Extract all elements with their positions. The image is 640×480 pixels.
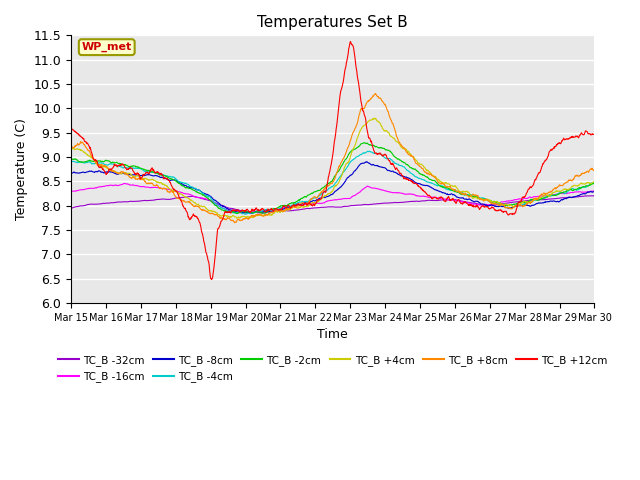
Line: TC_B -16cm: TC_B -16cm <box>71 183 595 214</box>
TC_B -16cm <box>366 184 374 190</box>
TC_B -8cm <box>363 159 371 165</box>
TC_B -4cm <box>290 202 298 208</box>
TC_B -32cm <box>290 207 298 213</box>
TC_B +8cm <box>372 91 380 96</box>
TC_B +12cm <box>207 276 215 282</box>
TC_B -32cm <box>365 202 373 207</box>
TC_B -32cm <box>310 205 317 211</box>
TC_B -4cm <box>365 148 373 154</box>
TC_B -4cm <box>129 166 137 171</box>
TC_B -2cm <box>233 211 241 216</box>
TC_B -4cm <box>310 195 317 201</box>
TC_B -2cm <box>310 190 317 195</box>
TC_B +12cm <box>108 167 115 173</box>
TC_B +12cm <box>347 39 355 45</box>
Legend: TC_B -32cm, TC_B -16cm, TC_B -8cm, TC_B -4cm, TC_B -2cm, TC_B +4cm, TC_B +8cm, T: TC_B -32cm, TC_B -16cm, TC_B -8cm, TC_B … <box>54 351 611 386</box>
TC_B +8cm <box>310 194 317 200</box>
TC_B -2cm <box>591 180 598 186</box>
Text: WP_met: WP_met <box>82 42 132 52</box>
TC_B -8cm <box>108 169 115 175</box>
TC_B -8cm <box>290 203 298 208</box>
TC_B -32cm <box>590 193 598 199</box>
TC_B +4cm <box>591 179 598 184</box>
TC_B +4cm <box>290 204 298 210</box>
Line: TC_B -32cm: TC_B -32cm <box>71 196 595 213</box>
TC_B -2cm <box>301 194 308 200</box>
TC_B +12cm <box>301 201 308 206</box>
Line: TC_B -8cm: TC_B -8cm <box>71 162 595 213</box>
TC_B +4cm <box>233 216 241 221</box>
TC_B +12cm <box>310 202 317 207</box>
Y-axis label: Temperature (C): Temperature (C) <box>15 118 28 220</box>
TC_B +12cm <box>129 168 137 174</box>
TC_B -16cm <box>67 189 75 194</box>
Line: TC_B +4cm: TC_B +4cm <box>71 118 595 218</box>
TC_B -8cm <box>247 210 255 216</box>
TC_B -32cm <box>108 200 115 205</box>
TC_B -16cm <box>310 200 318 206</box>
TC_B -8cm <box>301 200 308 205</box>
TC_B -2cm <box>67 157 75 163</box>
X-axis label: Time: Time <box>317 328 348 341</box>
TC_B +4cm <box>108 168 115 173</box>
TC_B -2cm <box>290 200 298 205</box>
TC_B -2cm <box>366 142 374 147</box>
Line: TC_B +8cm: TC_B +8cm <box>71 94 595 223</box>
TC_B -32cm <box>301 206 308 212</box>
TC_B -16cm <box>591 188 598 194</box>
TC_B +4cm <box>310 200 317 205</box>
TC_B +8cm <box>591 168 598 173</box>
TC_B +4cm <box>371 115 378 121</box>
TC_B -16cm <box>244 211 252 216</box>
TC_B -4cm <box>366 148 374 154</box>
TC_B -16cm <box>290 203 298 209</box>
TC_B +12cm <box>67 126 75 132</box>
TC_B -2cm <box>129 163 137 169</box>
TC_B -4cm <box>67 158 75 164</box>
Title: Temperatures Set B: Temperatures Set B <box>257 15 408 30</box>
TC_B +8cm <box>129 174 137 180</box>
TC_B -8cm <box>310 198 317 204</box>
TC_B -4cm <box>301 199 308 204</box>
TC_B +12cm <box>366 135 374 141</box>
TC_B +8cm <box>108 168 115 173</box>
TC_B -8cm <box>129 172 137 178</box>
TC_B -16cm <box>120 180 128 186</box>
TC_B -2cm <box>360 140 368 145</box>
TC_B +4cm <box>129 174 137 180</box>
TC_B +8cm <box>290 204 298 210</box>
TC_B -8cm <box>591 189 598 194</box>
TC_B +8cm <box>67 144 75 150</box>
TC_B -32cm <box>129 199 137 204</box>
TC_B -4cm <box>241 211 249 217</box>
TC_B -32cm <box>591 193 598 199</box>
TC_B -8cm <box>366 160 374 166</box>
TC_B +4cm <box>365 118 373 123</box>
Line: TC_B -4cm: TC_B -4cm <box>71 151 595 214</box>
TC_B -32cm <box>259 210 267 216</box>
TC_B +8cm <box>230 220 238 226</box>
TC_B +8cm <box>301 201 308 206</box>
TC_B -4cm <box>591 180 598 186</box>
Line: TC_B +12cm: TC_B +12cm <box>71 42 595 279</box>
TC_B -2cm <box>108 160 115 166</box>
TC_B -16cm <box>129 182 137 188</box>
TC_B +4cm <box>301 203 308 209</box>
TC_B -4cm <box>108 161 115 167</box>
TC_B -16cm <box>108 182 115 188</box>
TC_B +4cm <box>67 144 75 150</box>
TC_B -32cm <box>67 205 75 211</box>
TC_B -8cm <box>67 170 75 176</box>
TC_B +12cm <box>591 132 598 137</box>
TC_B +12cm <box>290 203 298 208</box>
TC_B -16cm <box>301 202 308 207</box>
Line: TC_B -2cm: TC_B -2cm <box>71 143 595 214</box>
TC_B +8cm <box>365 97 373 103</box>
